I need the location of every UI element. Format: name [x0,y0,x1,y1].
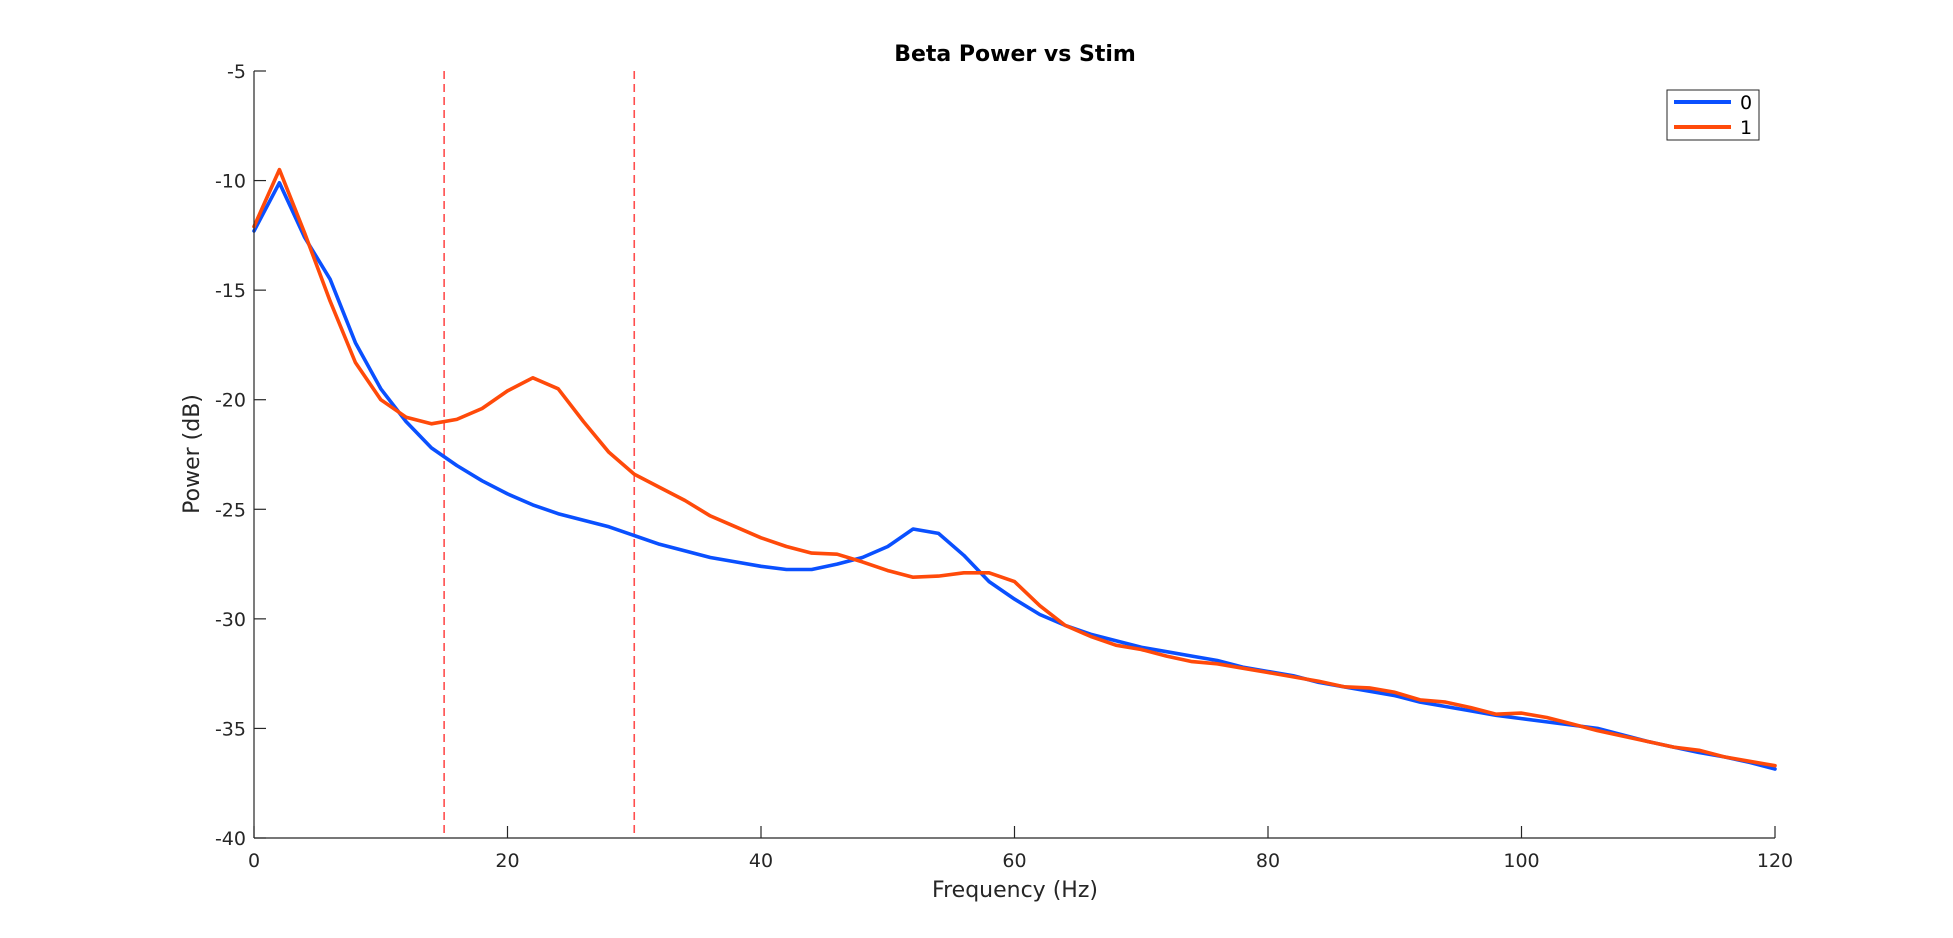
y-tick-label: -25 [215,499,246,521]
x-tick-label: 120 [1757,850,1793,872]
legend-label-0: 0 [1740,92,1752,114]
y-tick-label: -30 [215,609,246,631]
y-tick-label: -20 [215,390,246,412]
y-tick-label: -15 [215,280,246,302]
x-tick-label: 80 [1256,850,1280,872]
legend-box [1666,89,1760,141]
x-tick-label: 40 [749,850,773,872]
chart-title: Beta Power vs Stim [894,42,1136,67]
y-axis-label: Power (dB) [180,394,205,514]
axes: 0 20 40 60 80 100 120 -40 -35 -30 -25 -20 -15 -10 -5 [215,61,1793,872]
x-tick-label: 20 [495,850,519,872]
legend-label-1: 1 [1740,117,1752,139]
legend: 01 [1666,89,1760,141]
x-tick-label: 60 [1002,850,1026,872]
series-line-0 [252,181,1777,771]
x-axis-label: Frequency (Hz) [932,878,1098,903]
x-tick-label: 0 [248,850,260,872]
series-line-1 [252,167,1777,768]
y-tick-label: -5 [227,61,246,83]
y-tick-label: -10 [215,171,246,193]
y-tick-label: -35 [215,718,246,740]
y-tick-label: -40 [215,828,246,850]
x-tick-label: 100 [1503,850,1539,872]
plot-area [252,71,1777,838]
